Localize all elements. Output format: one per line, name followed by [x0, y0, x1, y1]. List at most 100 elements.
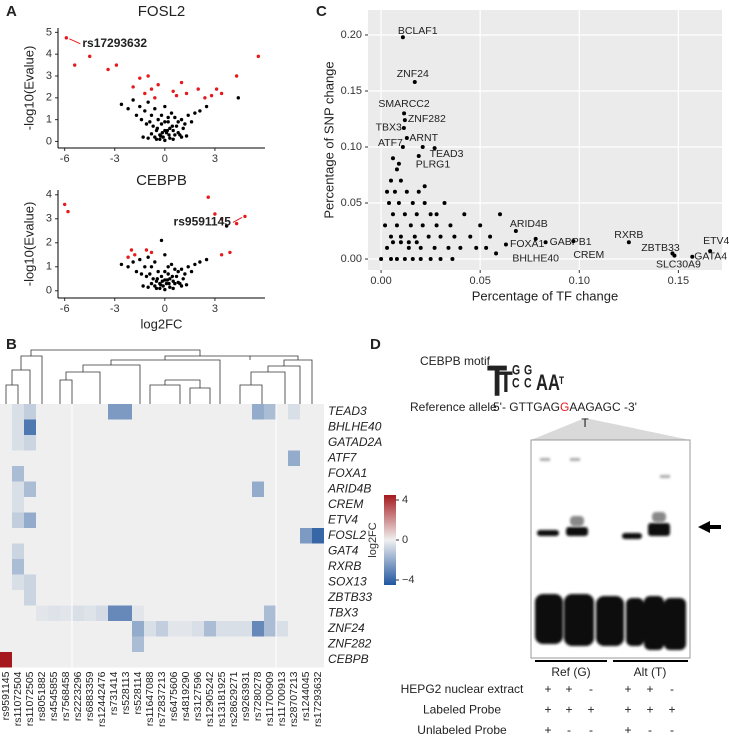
y-tick-label: 0.15 [341, 85, 362, 97]
data-point [432, 146, 437, 151]
data-point [166, 265, 170, 269]
data-point [256, 54, 261, 59]
column-label: rs6883359 [84, 671, 96, 721]
data-point [144, 274, 149, 279]
data-point [176, 269, 180, 274]
data-point [446, 245, 451, 250]
data-point [163, 278, 167, 282]
annotation: rs17293632 [82, 36, 147, 50]
data-point [166, 272, 170, 276]
data-point [163, 253, 167, 257]
row-label: ZNF24 [327, 621, 365, 635]
data-point [543, 240, 548, 245]
heatmap-cell [12, 559, 24, 575]
data-point [406, 240, 411, 245]
condition-label: Labeled Probe [423, 703, 501, 717]
data-point [156, 117, 160, 122]
data-point [106, 67, 110, 72]
data-point [181, 126, 185, 131]
condition-mark: + [544, 723, 551, 737]
heatmap-cell [108, 404, 120, 420]
row-label: FOXA1 [328, 466, 367, 480]
heatmap-cell [132, 636, 144, 652]
data-point [383, 223, 388, 228]
x-axis-title: log2FC [141, 316, 183, 331]
dendrogram [5, 349, 313, 404]
data-point [159, 122, 164, 126]
column-label: rs11700909 [264, 671, 276, 726]
column-label: rs11647088 [144, 671, 156, 726]
heatmap-cell [24, 419, 36, 435]
zoom-wedge [531, 418, 690, 440]
condition-label: HEPG2 nuclear extract [401, 682, 524, 696]
data-point [179, 135, 184, 139]
data-point [412, 234, 417, 239]
data-point [131, 260, 135, 264]
y-tick-label: 0.20 [341, 29, 362, 41]
heatmap-cell [36, 605, 48, 621]
row-label: ARID4B [327, 481, 371, 495]
column-label: rs13181925 [216, 671, 228, 727]
data-point [119, 102, 124, 107]
heatmap-cell [240, 621, 252, 637]
data-point [151, 277, 155, 281]
data-point [146, 255, 150, 259]
y-tick-label: 1 [46, 261, 52, 273]
sequence: 5'- GTTGAGGAAGAGC -3' [493, 400, 637, 414]
data-point [114, 63, 119, 67]
data-point [422, 184, 427, 189]
column-label: rs528113 [120, 671, 132, 714]
data-point [198, 109, 202, 113]
data-point [404, 189, 409, 194]
annotation-arrow [232, 216, 243, 223]
y-axis-title: Percentage of SNP change [321, 61, 336, 218]
heatmap-cell [48, 605, 60, 621]
data-point [438, 257, 443, 262]
data-point [690, 254, 695, 259]
condition-mark: - [670, 723, 674, 737]
data-point [167, 133, 171, 137]
data-point [156, 83, 160, 87]
data-point [149, 250, 154, 255]
row-label: TBX3 [328, 605, 358, 619]
data-point [401, 125, 406, 130]
y-tick-label: 0 [46, 135, 52, 147]
row-label: TEAD3 [328, 404, 367, 418]
chart-title: FOSL2 [138, 3, 186, 20]
heatmap-cell [12, 497, 24, 513]
data-point [169, 111, 174, 115]
panel-label: B [6, 336, 17, 353]
condition-mark: - [567, 723, 571, 737]
heatmap-cell [264, 621, 276, 637]
data-point [163, 120, 167, 124]
data-point [158, 134, 163, 138]
data-point [138, 257, 142, 262]
gel [530, 418, 721, 662]
data-point [410, 201, 415, 206]
data-point [126, 265, 130, 269]
data-point [203, 96, 207, 100]
gel-bands [535, 458, 686, 650]
data-point [432, 245, 437, 250]
data-point [171, 137, 175, 141]
condition-mark: + [646, 682, 653, 696]
data-point [148, 120, 152, 124]
column-label: rs4545855 [48, 671, 60, 721]
condition-mark: - [589, 723, 593, 737]
panel-label: A [6, 3, 17, 20]
heatmap-cell [264, 605, 276, 621]
point-label: ARNT [409, 132, 438, 144]
data-point [153, 284, 157, 288]
column-label: rs12442476 [96, 671, 108, 727]
data-point [159, 274, 164, 279]
condition-mark: + [624, 682, 631, 696]
data-point [134, 113, 139, 117]
data-point [141, 135, 145, 139]
data-point [428, 257, 433, 262]
data-point [155, 126, 160, 131]
data-point [141, 284, 145, 288]
motif-letter: T [487, 357, 507, 406]
point-label: GATA4 [694, 251, 727, 263]
data-point [193, 111, 197, 115]
